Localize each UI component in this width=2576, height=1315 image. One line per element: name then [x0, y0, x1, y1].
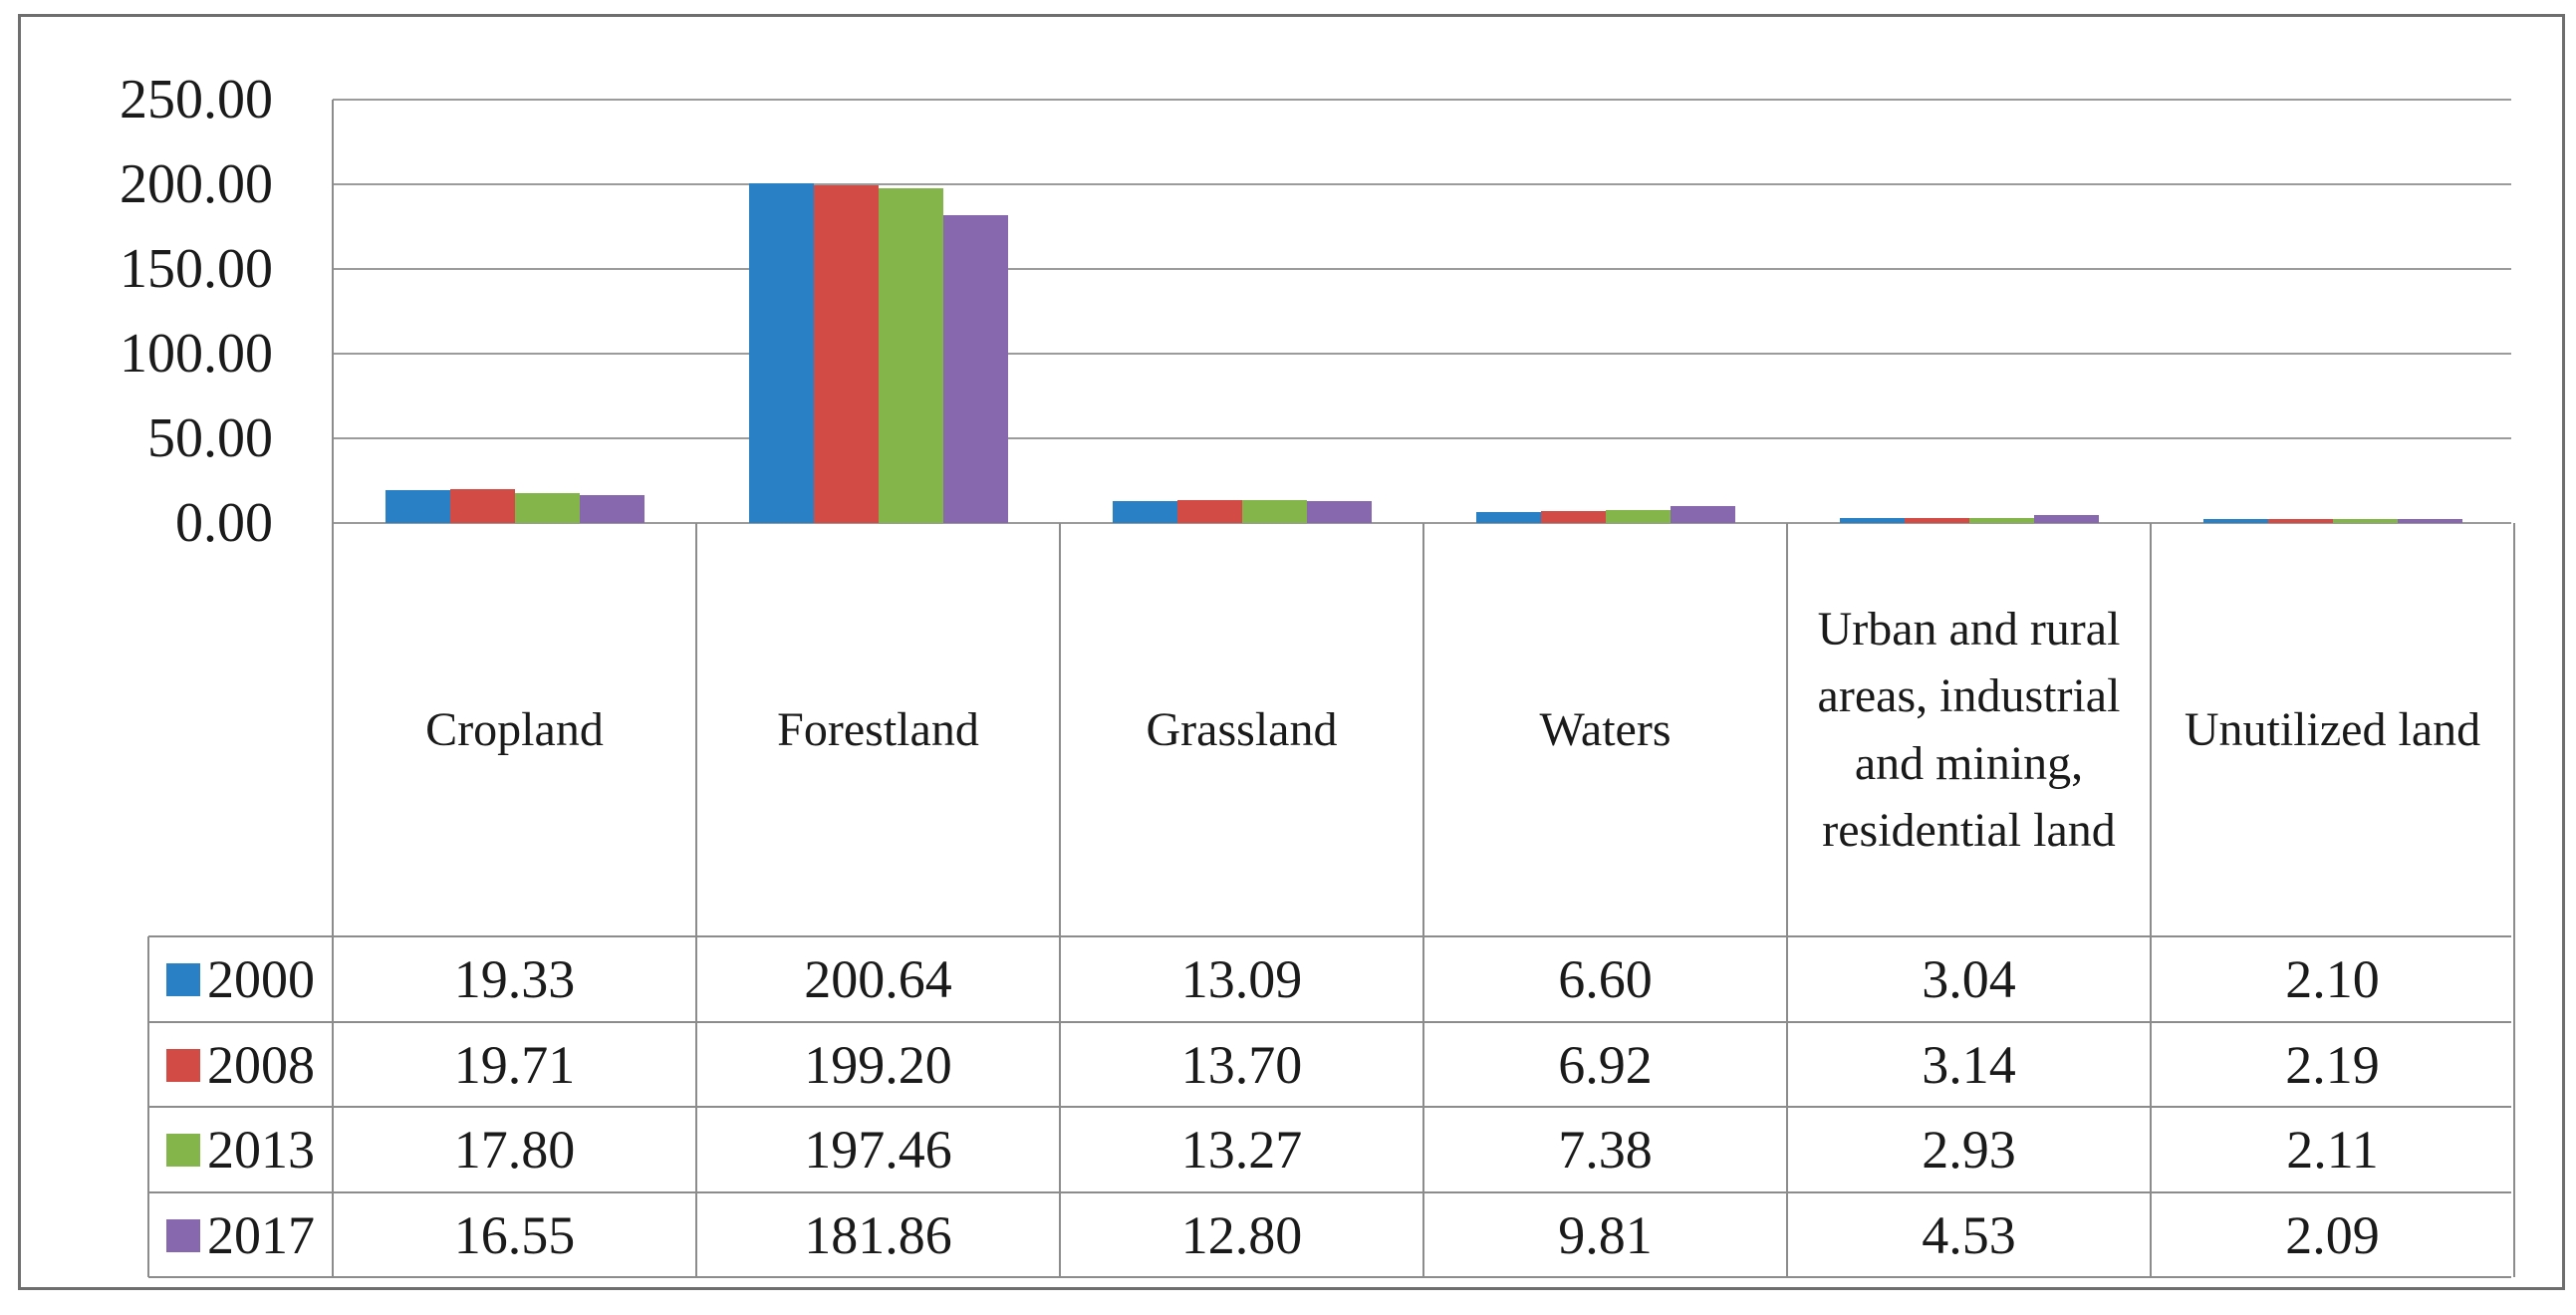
bar-2013-5 [1969, 518, 2034, 523]
category-divider [695, 523, 697, 1277]
y-tick-label: 0.00 [175, 492, 273, 554]
table-value-cell: 200.64 [804, 949, 952, 1009]
table-value-cell: 7.38 [1558, 1120, 1653, 1180]
bar-2000-1 [386, 490, 450, 523]
gridline [333, 522, 2511, 524]
table-value-cell: 181.86 [804, 1205, 952, 1265]
category-label-text: Urban and rural areas, industrial and mi… [1817, 603, 2121, 857]
category-divider [2513, 523, 2515, 1277]
chart-figure: 0.00 50.00 100.00 150.00 200.00 250.00 Cropla… [18, 14, 2565, 1290]
legend-swatch-2013 [166, 1133, 200, 1167]
gridline [333, 183, 2511, 185]
category-divider [1786, 523, 1788, 1277]
table-border-horizontal [148, 935, 2511, 937]
bar-2017-4 [1671, 506, 1735, 523]
table-value-cell: 2.93 [1922, 1120, 2016, 1180]
category-label-text: Cropland [425, 702, 604, 756]
table-value-cell: 197.46 [804, 1120, 952, 1180]
legend-item-2017: 2017 [148, 1192, 333, 1278]
table-value-cell: 19.71 [453, 1035, 576, 1095]
bar-2000-3 [1113, 501, 1177, 523]
bar-2013-1 [515, 493, 580, 523]
y-tick-label: 150.00 [120, 238, 273, 300]
category-divider [2150, 523, 2152, 1277]
legend-year-label: 2017 [207, 1205, 315, 1265]
category-divider [1059, 523, 1061, 1277]
bar-2017-1 [580, 495, 644, 523]
category-label-text: Forestland [777, 702, 979, 756]
table-value-cell: 2.11 [2286, 1120, 2379, 1180]
legend-year-label: 2013 [207, 1120, 315, 1180]
gridline [333, 99, 2511, 101]
bar-2017-6 [2398, 519, 2462, 523]
category-divider [332, 523, 334, 1277]
table-border-horizontal [148, 1191, 2511, 1193]
table-value-cell: 16.55 [453, 1205, 576, 1265]
table-value-cell: 3.04 [1922, 949, 2016, 1009]
table-border-horizontal [148, 1276, 2511, 1278]
table-value-cell: 12.80 [1180, 1205, 1303, 1265]
bar-2013-2 [879, 188, 943, 523]
bar-2013-4 [1606, 510, 1671, 523]
gridline [333, 353, 2511, 355]
category-label: Waters [1423, 523, 1787, 936]
category-label: Grassland [1060, 523, 1423, 936]
bar-2000-6 [2203, 519, 2268, 523]
legend-item-2000: 2000 [148, 936, 333, 1022]
category-label: Forestland [696, 523, 1060, 936]
legend-item-2013: 2013 [148, 1107, 333, 1192]
y-axis-line [332, 100, 334, 523]
bar-2008-4 [1541, 511, 1606, 523]
bar-2017-5 [2034, 515, 2099, 523]
legend-year-label: 2000 [207, 949, 315, 1009]
table-value-cell: 9.81 [1558, 1205, 1653, 1265]
table-border-horizontal [148, 1021, 2511, 1023]
legend-swatch-2017 [166, 1218, 200, 1252]
table-border-horizontal [148, 1106, 2511, 1108]
table-value-cell: 17.80 [453, 1120, 576, 1180]
category-label-text: Waters [1539, 702, 1672, 756]
bar-2008-6 [2268, 519, 2333, 523]
y-tick-label: 200.00 [120, 153, 273, 215]
bar-2013-6 [2333, 519, 2398, 523]
category-label: Cropland [333, 523, 696, 936]
table-value-cell: 13.70 [1180, 1035, 1303, 1095]
y-tick-label: 100.00 [120, 323, 273, 385]
legend-year-label: 2008 [207, 1035, 315, 1095]
table-value-cell: 13.27 [1180, 1120, 1303, 1180]
category-label: Urban and rural areas, industrial and mi… [1787, 523, 2151, 936]
table-value-cell: 2.10 [2285, 949, 2380, 1009]
y-tick-label: 50.00 [147, 407, 273, 469]
category-label: Unutilized land [2151, 523, 2514, 936]
category-divider [1422, 523, 1424, 1277]
bar-2017-2 [943, 215, 1008, 523]
legend-item-2008: 2008 [148, 1022, 333, 1108]
legend-swatch-2008 [166, 1048, 200, 1082]
table-value-cell: 3.14 [1922, 1035, 2016, 1095]
category-label-text: Grassland [1146, 702, 1338, 756]
bar-2013-3 [1242, 500, 1307, 523]
table-value-cell: 199.20 [804, 1035, 952, 1095]
table-value-cell: 13.09 [1180, 949, 1303, 1009]
bar-2000-4 [1476, 512, 1541, 523]
table-value-cell: 19.33 [453, 949, 576, 1009]
table-value-cell: 6.92 [1558, 1035, 1653, 1095]
bar-2000-2 [749, 183, 814, 523]
category-label-text: Unutilized land [2184, 702, 2481, 756]
bar-2008-2 [814, 185, 879, 523]
y-tick-label: 250.00 [120, 69, 273, 131]
table-border-left [147, 936, 149, 1277]
bar-2008-5 [1905, 518, 1969, 523]
bar-2008-1 [450, 489, 515, 523]
table-value-cell: 2.19 [2285, 1035, 2380, 1095]
gridline [333, 268, 2511, 270]
table-value-cell: 6.60 [1558, 949, 1653, 1009]
bar-2000-5 [1840, 518, 1905, 523]
bar-2017-3 [1307, 501, 1372, 523]
legend-swatch-2000 [166, 962, 200, 996]
table-value-cell: 2.09 [2285, 1205, 2380, 1265]
gridline [333, 437, 2511, 439]
bar-2008-3 [1177, 500, 1242, 523]
table-value-cell: 4.53 [1922, 1205, 2016, 1265]
